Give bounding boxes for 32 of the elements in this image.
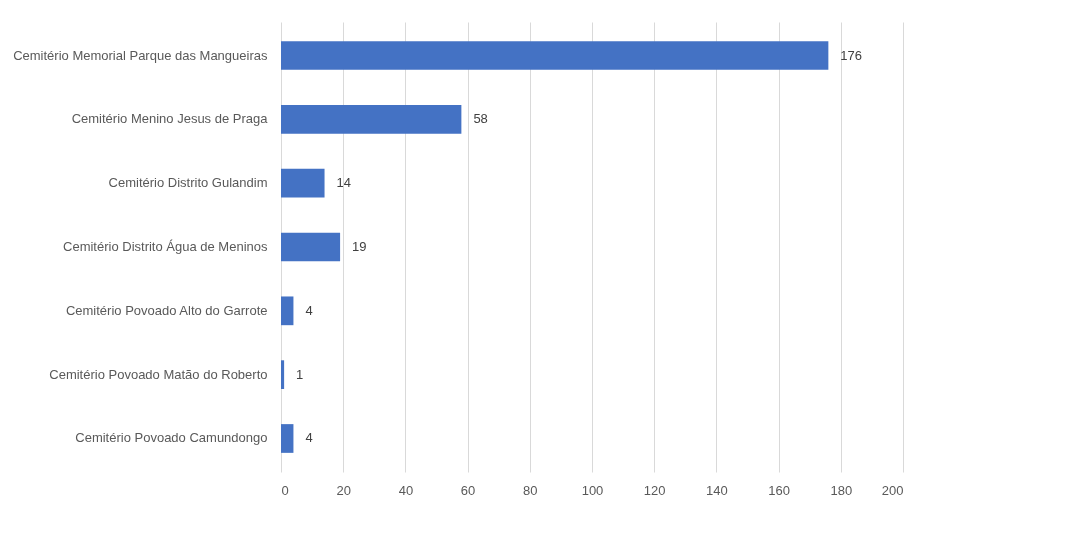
y-tick-label: Cemitério Memorial Parque das Mangueiras: [13, 47, 268, 63]
bar: [281, 360, 285, 390]
y-tick-label: Cemitério Menino Jesus de Praga: [71, 111, 269, 127]
y-tick-label: Cemitério Povoado Camundongo: [75, 430, 268, 446]
data-label: 58: [473, 111, 488, 127]
bar: [281, 424, 294, 453]
x-tick-label: 200: [881, 482, 904, 498]
x-tick-label: 40: [398, 482, 414, 498]
data-label: 4: [305, 430, 313, 446]
x-tick-label: 100: [581, 482, 604, 498]
x-tick-label: 140: [706, 482, 728, 498]
y-tick-label: Cemitério Distrito Água de Meninos: [63, 239, 268, 254]
x-tick-label: 80: [523, 482, 538, 498]
x-tick-label: 20: [336, 482, 351, 498]
data-label: 19: [352, 239, 367, 254]
bar: [281, 232, 341, 262]
data-label: 1: [296, 366, 304, 382]
data-label: 4: [305, 302, 313, 318]
bar: [281, 168, 325, 198]
bar: [281, 296, 294, 326]
bar: [281, 41, 829, 70]
y-tick-label: Cemitério Distrito Gulandim: [108, 175, 268, 191]
bar: [281, 104, 462, 134]
y-tick-label: Cemitério Povoado Alto do Garrote: [65, 302, 268, 318]
data-label: 14: [336, 175, 352, 191]
y-tick-label: Cemitério Povoado Matão do Roberto: [49, 366, 268, 382]
x-tick-label: 60: [460, 482, 476, 498]
x-tick-label: 180: [830, 482, 853, 498]
x-tick-label: 160: [768, 482, 790, 498]
data-label: 176: [840, 47, 863, 63]
x-tick-label: 120: [643, 482, 666, 498]
x-tick-label: 0: [281, 482, 289, 498]
